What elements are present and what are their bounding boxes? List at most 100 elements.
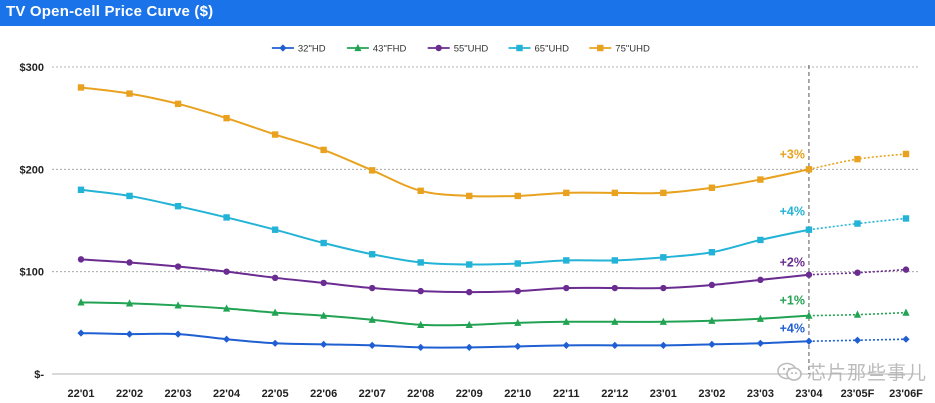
data-point: [562, 317, 570, 325]
data-point: [805, 337, 813, 345]
x-tick-label: 22'10: [504, 388, 531, 400]
data-point: [320, 311, 328, 319]
watermark-text: 芯片那些事儿: [806, 363, 927, 384]
data-point: [417, 259, 424, 266]
x-tick-label: 22'01: [67, 388, 94, 400]
growth-annotation: +3%: [780, 147, 805, 161]
data-point: [902, 308, 910, 316]
data-point: [708, 316, 716, 324]
data-point: [757, 276, 764, 284]
data-point: [514, 260, 521, 267]
data-point: [417, 343, 425, 351]
data-point: [465, 343, 473, 351]
data-point: [902, 266, 910, 273]
data-point: [514, 342, 522, 350]
data-point: [271, 226, 279, 233]
data-point: [853, 336, 862, 344]
data-point: [659, 341, 667, 349]
data-point: [708, 281, 716, 289]
data-point: [756, 339, 765, 347]
x-tick-label: 22'05: [262, 388, 289, 400]
data-point: [708, 340, 716, 348]
data-point: [659, 317, 667, 325]
data-point: [77, 186, 85, 193]
data-point: [77, 298, 85, 306]
price-curve-chart: $- $100 $200 $300 22'01 22'02 22'03 22'04 22'05 2…: [20, 43, 924, 401]
growth-annotation: +2%: [780, 256, 805, 270]
x-tick-label: 23'02: [698, 388, 725, 400]
data-point: [435, 44, 442, 52]
x-tick-label: 23'05F: [841, 388, 875, 400]
data-point: [563, 284, 570, 292]
watermark: 芯片那些事儿: [777, 358, 927, 385]
data-point: [611, 257, 619, 264]
data-point: [514, 192, 521, 200]
data-point: [320, 239, 327, 247]
data-point: [757, 176, 764, 183]
series-line: [80, 301, 810, 327]
legend-label: 32"HD: [298, 44, 326, 55]
data-point: [756, 314, 765, 322]
data-point: [611, 341, 619, 349]
x-tick-label: 22'06: [310, 388, 337, 400]
data-point: [223, 268, 230, 275]
data-point: [805, 271, 813, 278]
x-tick-label: 22'07: [359, 388, 386, 400]
data-point: [805, 226, 813, 233]
data-point: [125, 330, 134, 338]
x-tick-label: 22'12: [601, 388, 628, 400]
data-point: [368, 315, 376, 323]
data-point: [805, 166, 813, 173]
data-point: [271, 339, 279, 347]
data-point: [417, 187, 424, 195]
data-point: [222, 335, 231, 343]
x-tick-label: 22'04: [213, 388, 241, 400]
data-point: [708, 249, 716, 256]
data-point: [708, 184, 716, 191]
data-point: [597, 44, 604, 52]
data-point: [562, 341, 570, 349]
data-point: [805, 311, 813, 319]
data-point: [77, 84, 85, 91]
data-point: [320, 340, 328, 348]
data-point: [417, 320, 425, 328]
data-point: [77, 329, 85, 337]
growth-annotation: +1%: [780, 294, 805, 308]
data-point: [354, 43, 362, 52]
data-point: [174, 100, 182, 108]
y-tick-label: $200: [20, 164, 44, 176]
legend-label: 55"UHD: [454, 44, 489, 55]
data-point: [368, 167, 376, 174]
data-point: [174, 202, 182, 210]
x-tick-label: 22'09: [456, 388, 483, 400]
data-point: [611, 189, 619, 197]
data-point: [902, 215, 910, 222]
y-tick-label: $-: [34, 369, 44, 381]
data-point: [223, 214, 230, 221]
data-point: [368, 341, 376, 349]
data-point: [174, 301, 182, 309]
legend-label: 65"UHD: [535, 44, 570, 55]
data-point: [660, 189, 667, 197]
data-point: [271, 308, 279, 316]
y-tick-label: $300: [20, 62, 44, 74]
data-point: [514, 287, 521, 295]
x-tick-label: 23'04: [795, 388, 823, 400]
data-point: [854, 155, 861, 163]
data-point: [611, 317, 619, 325]
x-tick-label: 23'06F: [889, 388, 923, 400]
data-point: [320, 146, 327, 154]
data-point: [126, 192, 133, 200]
data-point: [77, 256, 85, 263]
data-point: [757, 236, 764, 244]
data-point: [125, 299, 134, 307]
data-point: [853, 310, 862, 318]
data-point: [466, 261, 473, 268]
growth-annotation: +4%: [780, 321, 805, 335]
data-point: [174, 330, 182, 338]
data-point: [368, 251, 376, 258]
series-line: [80, 188, 810, 266]
wechat-icon: [777, 362, 802, 381]
series-line: [80, 258, 810, 294]
data-point: [417, 287, 424, 295]
